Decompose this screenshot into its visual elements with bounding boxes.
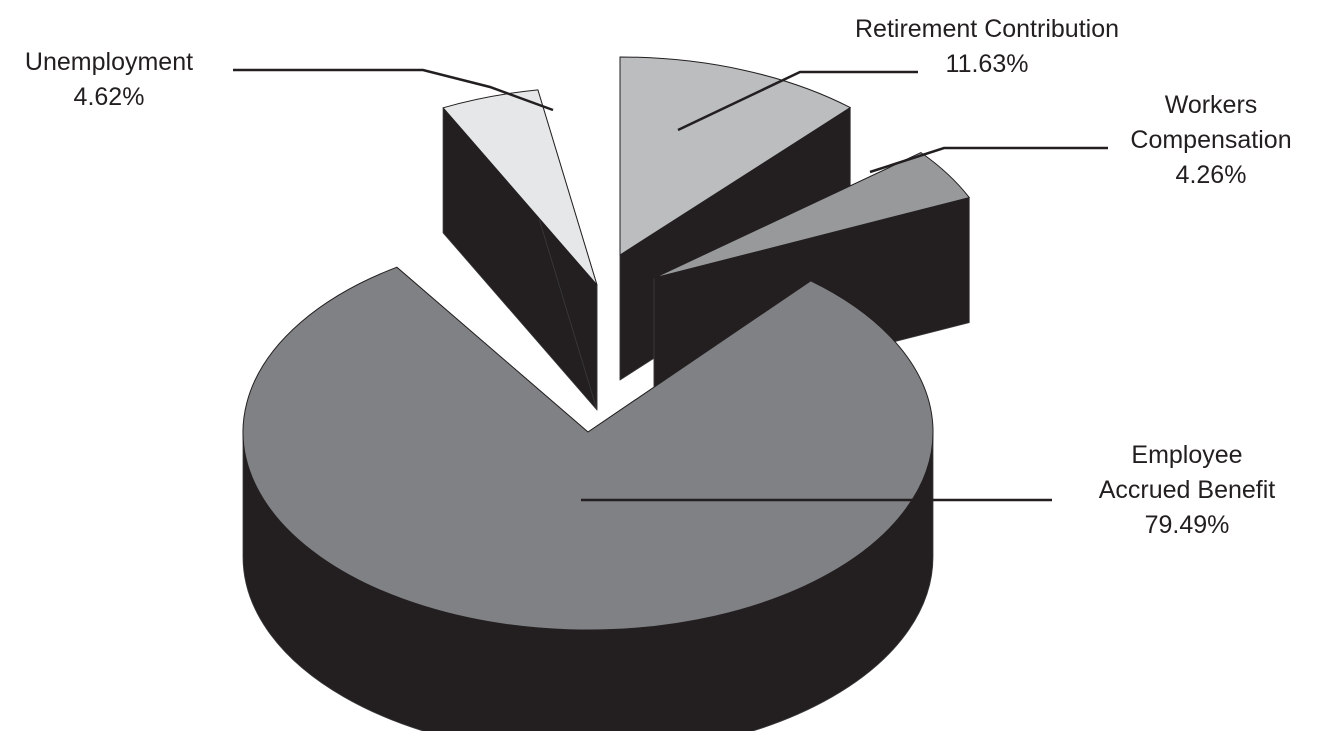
slice-top (442, 89, 598, 286)
slice-label-line: Employee (1131, 441, 1242, 469)
slice-label-line: Unemployment (25, 48, 193, 76)
slice-label-line: Accrued Benefit (1099, 476, 1276, 504)
slice-value-label: 4.62% (74, 83, 145, 111)
slice-top (653, 152, 970, 279)
slice-top (242, 266, 934, 631)
slice-value-label: 4.26% (1176, 161, 1247, 189)
pie-slice-employee-accrued-benefit (242, 266, 934, 731)
slice-label-retirement-contribution: Retirement Contribution 11.63% (855, 15, 1119, 78)
slice-label-unemployment: Unemployment 4.62% (25, 48, 193, 111)
leader-line-workers-compensation (869, 146, 1108, 174)
leader-line-retirement-contribution (677, 70, 918, 132)
slice-value-label: 79.49% (1145, 511, 1230, 539)
slice-label-workers-compensation: Workers Compensation 4.26% (1130, 91, 1291, 189)
slice-top (619, 56, 851, 256)
leader-line-unemployment (233, 68, 554, 112)
slice-label-line: Retirement Contribution (855, 15, 1119, 43)
slice-label-line: Workers (1165, 91, 1258, 119)
pie-slice-unemployment (442, 89, 598, 411)
slice-label-employee-accrued-benefit: Employee Accrued Benefit 79.49% (1099, 441, 1276, 539)
slice-value-label: 11.63% (946, 50, 1029, 78)
slice-label-line: Compensation (1130, 126, 1291, 154)
